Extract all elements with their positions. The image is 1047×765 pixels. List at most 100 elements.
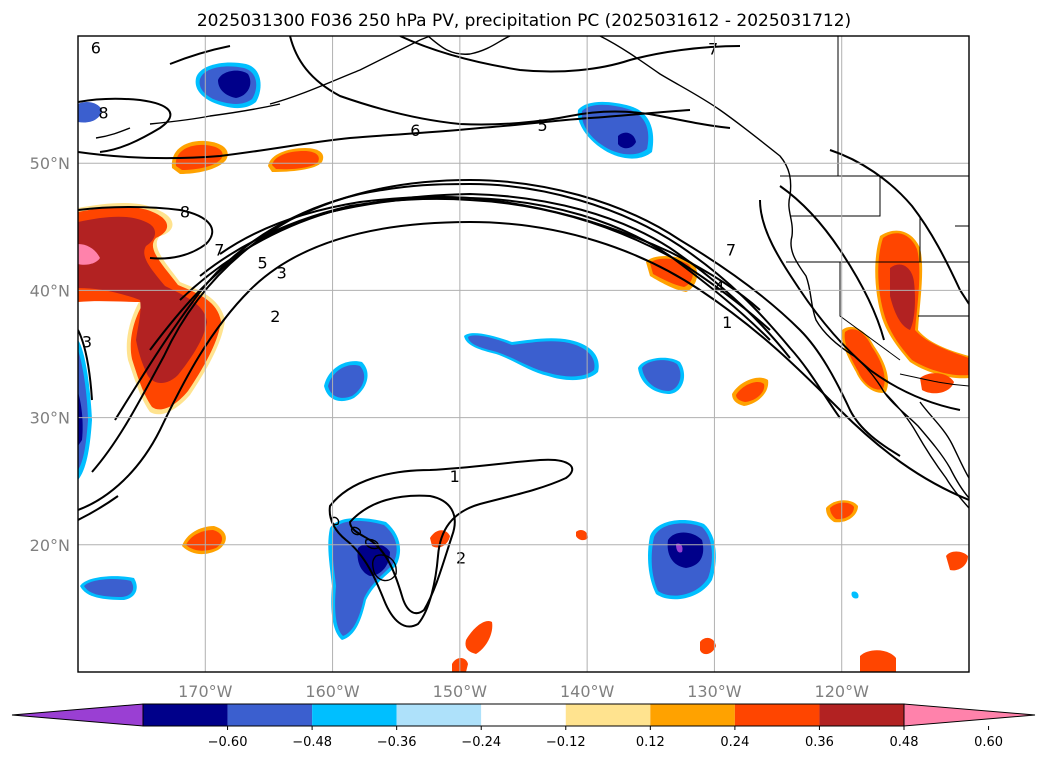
figure-title: 2025031300 F036 250 hPa PV, precipitatio… [197, 11, 851, 31]
pv-contour-1-hawaii [328, 458, 574, 628]
pv-contour-2-hawaii [348, 494, 456, 615]
colorbar-ticks: −0.60 −0.48 −0.36 −0.24 −0.12 0.12 0.24 0.36 0.4… [208, 726, 1003, 750]
precip-blob-blue-6-core [642, 360, 681, 391]
colorbar-segment [819, 704, 904, 726]
pv-contour-north-small [169, 45, 231, 65]
pv-contour-2 [91, 178, 901, 473]
pv-contour-1-southwest [78, 495, 119, 521]
pv-contour-label: 7 [214, 241, 224, 260]
colorbar-tick-label: −0.60 [208, 735, 248, 750]
precip-blob-blue-10-core [84, 578, 134, 597]
precip-blob-red-2-core [272, 151, 319, 170]
lon-tick-label: 170°W [178, 682, 233, 701]
longitude-labels: 170°W 160°W 150°W 140°W 130°W 120°W [178, 682, 869, 701]
lon-tick-label: 130°W [687, 682, 742, 701]
colorbar-tick-label: 0.12 [636, 735, 665, 750]
colorbar-extend-max [903, 703, 1036, 727]
colorbar: −0.60 −0.48 −0.36 −0.24 −0.12 0.12 0.24 0.36 0.4… [11, 703, 1036, 750]
map-gridlines [78, 36, 969, 672]
precip-region-west-jet-entrance [78, 203, 225, 415]
colorbar-tick-label: 0.60 [974, 735, 1003, 750]
pv-contours [78, 36, 969, 628]
colorbar-segments [11, 703, 1036, 727]
colorbar-segment [227, 704, 313, 726]
precip-blob-red-7-core [186, 530, 223, 551]
coast-alaska-south [427, 36, 511, 55]
pv-contour-8-west [78, 206, 214, 260]
lon-tick-label: 120°W [815, 682, 870, 701]
pv-contour-label: 8 [180, 203, 190, 222]
pv-contour-label: 8 [98, 103, 108, 122]
colorbar-tick-label: −0.12 [546, 735, 586, 750]
pv-contour-label: 2 [270, 307, 280, 326]
precip-blob-purple [676, 543, 683, 553]
coast-hawaii-big-island [371, 554, 397, 582]
coast-aleutian-1 [95, 127, 131, 139]
pv-contour-5-north [289, 36, 731, 129]
colorbar-segment [565, 704, 651, 726]
lat-tick-label: 30°N [30, 409, 70, 428]
colorbar-tick-label: 0.36 [805, 735, 834, 750]
pv-contour-6-north [78, 109, 691, 160]
colorbar-segment [396, 704, 482, 726]
pv-contour-label: 1 [450, 467, 460, 486]
precip-blob-red-8 [430, 530, 450, 548]
pv-contour-label: 2 [456, 549, 466, 568]
precip-blob-blue-3-dark [618, 132, 636, 149]
pv-contour-6 [199, 197, 771, 331]
map-frame [77, 35, 970, 673]
precip-blob-blue-1-dark [218, 70, 251, 98]
pv-contour-8-nw [78, 97, 172, 153]
precip-blob-blue-11 [851, 591, 859, 599]
pv-contour-east-ne [829, 149, 969, 305]
precip-blob-red-13 [576, 530, 588, 541]
colorbar-tick-label: −0.24 [461, 735, 501, 750]
pv-contour-label: 6 [91, 38, 101, 57]
precip-blob-red-4-core [736, 382, 765, 402]
pv-contour-3-west-edge [78, 329, 93, 401]
precip-blob-blue-5-core [328, 365, 365, 398]
colorbar-tick-label: −0.48 [292, 735, 332, 750]
pv-contour-label: 4 [714, 278, 724, 297]
pv-contour-4 [149, 192, 791, 359]
lat-tick-label: 40°N [30, 281, 70, 300]
pv-contour-east-outer [759, 199, 961, 411]
precip-shading [78, 62, 969, 672]
precip-blob-blue-4-core [468, 335, 595, 377]
pv-contour-7-north [399, 36, 741, 73]
pv-contour-label: 1 [722, 313, 732, 332]
colorbar-segment [143, 704, 228, 726]
colorbar-frame [142, 703, 905, 727]
pv-contour-label: 3 [82, 332, 92, 351]
colorbar-tick-label: −0.36 [377, 735, 417, 750]
pv-contour-label: 6 [410, 121, 420, 140]
pv-contour-1-south [78, 220, 969, 511]
precip-blob-red-6 [946, 551, 968, 571]
lon-tick-label: 140°W [560, 682, 615, 701]
pv-contour-label: 3 [277, 264, 287, 283]
lon-tick-label: 160°W [305, 682, 360, 701]
pv-contour-7 [219, 195, 761, 311]
colorbar-segment [312, 704, 397, 726]
colorbar-segment [734, 704, 820, 726]
coast-north-america-west [599, 36, 969, 499]
border-us-mexico [899, 373, 969, 387]
border-wa-or [790, 176, 881, 217]
precip-blob-red-11 [860, 650, 896, 672]
colorbar-extend-min [11, 703, 144, 727]
lat-tick-label: 20°N [30, 536, 70, 555]
pv-contour-east-inner [779, 185, 885, 341]
coast-alaska-peninsula [269, 36, 431, 105]
colorbar-segment [481, 704, 566, 726]
lon-tick-label: 150°W [433, 682, 488, 701]
coast-baja-west [883, 391, 969, 509]
pv-contour-3 [114, 182, 841, 421]
latitude-labels: 50°N 40°N 30°N 20°N [30, 154, 70, 555]
colorbar-tick-label: 0.24 [720, 735, 749, 750]
pv-contour-label: 5 [257, 253, 267, 272]
pv-contour-label: 5 [537, 116, 547, 135]
